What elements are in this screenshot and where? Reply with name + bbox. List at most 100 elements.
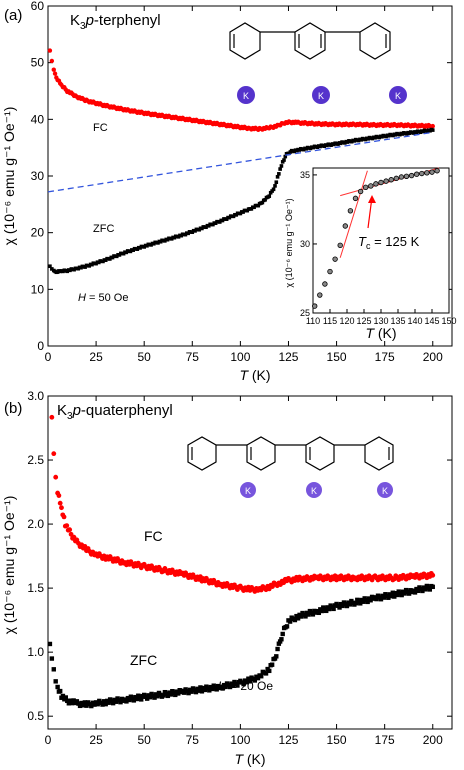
panel-a-data [47,48,435,275]
panel-b-point-zfc [84,703,89,708]
panel-b-point-zfc [284,624,290,629]
panel-a-point-zfc [279,164,284,168]
panel-b-zfc-label: ZFC [130,652,157,668]
panel-a-point-zfc [267,194,272,198]
panel-a-ytick-label: 60 [31,0,45,13]
panel-b-point-zfc [193,689,199,695]
panel-b-point-zfc [57,688,63,694]
panel-b-point-zfc [198,685,203,690]
inset-xtick-label: 115 [323,316,337,326]
panel-b-point-zfc [77,703,83,709]
svg-text:K: K [243,91,249,101]
panel-b-point-zfc [214,687,219,692]
panel-b-point-zfc [55,684,60,690]
panel-b-ytick-label: 3.0 [27,389,44,403]
inset-xtick-label: 125 [356,316,371,326]
panel-a-point-zfc [256,203,261,208]
panel-b-point-zfc [124,699,129,704]
panel-b-point-zfc [68,698,73,703]
panel-b-xtick-label: 0 [45,733,52,747]
panel-b-point-zfc [101,699,107,704]
panel-a-ytick-label: 20 [31,226,45,240]
panel-b-point-zfc [298,614,304,619]
inset-point [363,184,369,191]
inset-xtick-label: 130 [373,316,388,326]
inset-point [378,179,384,186]
panel-b-point-zfc [353,601,359,606]
panel-a-fc-label: FC [93,122,108,134]
panel-b-point-zfc [76,701,81,706]
panel-a-xtick-label: 200 [423,350,443,364]
inset-point [317,292,323,298]
panel-b-point-zfc [227,684,233,690]
inset-axes: 110 115 120 125 130 135 140 145 150 25 30 35 [300,170,457,326]
panel-b-point-zfc [152,695,157,700]
inset-point [429,169,435,175]
panel-b-point-zfc [134,696,139,702]
panel-b-point-zfc [51,667,56,672]
panel-b-point-zfc [155,694,160,699]
svg-text:K: K [395,91,401,101]
panel-b-point-zfc [74,699,80,704]
panel-b-point-zfc [331,606,336,612]
panel-b-point-zfc [235,683,240,688]
panel-a-ytick-label: 50 [31,56,45,70]
panel-b-point-zfc [392,594,397,599]
panel-b-point-zfc [430,584,435,590]
panel-b-point-zfc [374,596,379,602]
inset-point [332,256,338,262]
panel-a-point-fc [49,58,55,64]
potassium-ions: K K K [237,86,407,104]
panel-a-xtick-label: 75 [186,350,200,364]
panel-a-point-fc [52,71,58,76]
panel-b-point-zfc [361,599,366,604]
panel-b-point-zfc [82,700,88,705]
inset-point [337,242,343,249]
panel-b-ylabel: χ (10⁻⁶ emu g⁻¹ Oe⁻¹) [1,496,17,635]
inset-point [312,303,318,309]
inset-fit-line-1 [339,170,368,258]
panel-b-point-zfc [189,689,194,694]
panel-a-xtick-label: 50 [138,350,152,364]
panel-b-point-zfc [390,590,396,595]
panel-b-point-zfc [147,695,153,700]
inset-data [312,167,440,309]
panel-b-point-zfc [118,699,123,705]
inset-frame [312,167,450,314]
panel-b-point-fc [56,493,62,498]
panel-b-point-zfc [287,619,293,624]
panel-b-frame [47,395,453,730]
panel-b-point-zfc [415,588,421,594]
inset-xtick-label: 110 [306,316,320,326]
panel-a-ylabel: χ (10⁻⁶ emu g⁻¹ Oe⁻¹) [1,107,17,246]
panel-a-point-zfc [275,175,280,179]
panel-b-point-zfc [280,631,285,637]
panel-b-axes: 0 25 50 75 100 125 150 175 200 0.5 1.0 1.5 2.0 2.5 3.0 [27,389,452,747]
svg-text:K: K [245,486,251,496]
panel-a-axes: 0 25 50 75 100 125 150 175 200 0 10 20 30 40 50 60 [31,0,452,364]
inset-ytick-label: 25 [300,308,310,318]
panel-b-ytick-label: 0.5 [27,709,44,723]
panel-b-point-zfc [269,662,275,667]
inset-xtick-label: 120 [339,316,354,326]
panel-b-xlabel: T (K) [234,751,265,767]
panel-b-point-zfc [389,593,394,599]
panel-b-ytick-label: 2.0 [27,517,44,531]
panel-b-point-zfc [81,703,86,708]
panel-b-fc-label: FC [144,528,163,544]
panel-b-point-zfc [100,702,105,707]
panel-b-point-zfc [402,591,407,596]
panel-a-label: (a) [4,7,22,24]
panel-a-xtick-label: 150 [327,350,347,364]
inset-ytick-label: 30 [300,239,310,249]
panel-b-point-zfc [412,590,418,595]
panel-b-xtick-label: 200 [423,733,443,747]
panel-a-point-zfc [50,267,54,271]
panel-a-xlabel: T (K) [239,367,270,383]
inset-xtick-label: 135 [390,316,405,326]
panel-a-point-zfc [283,154,288,159]
panel-b-point-zfc [263,671,269,676]
panel-b-label: (b) [4,400,22,417]
panel-a-xtick-label: 100 [230,350,250,364]
panel-b-point-zfc [316,610,322,616]
